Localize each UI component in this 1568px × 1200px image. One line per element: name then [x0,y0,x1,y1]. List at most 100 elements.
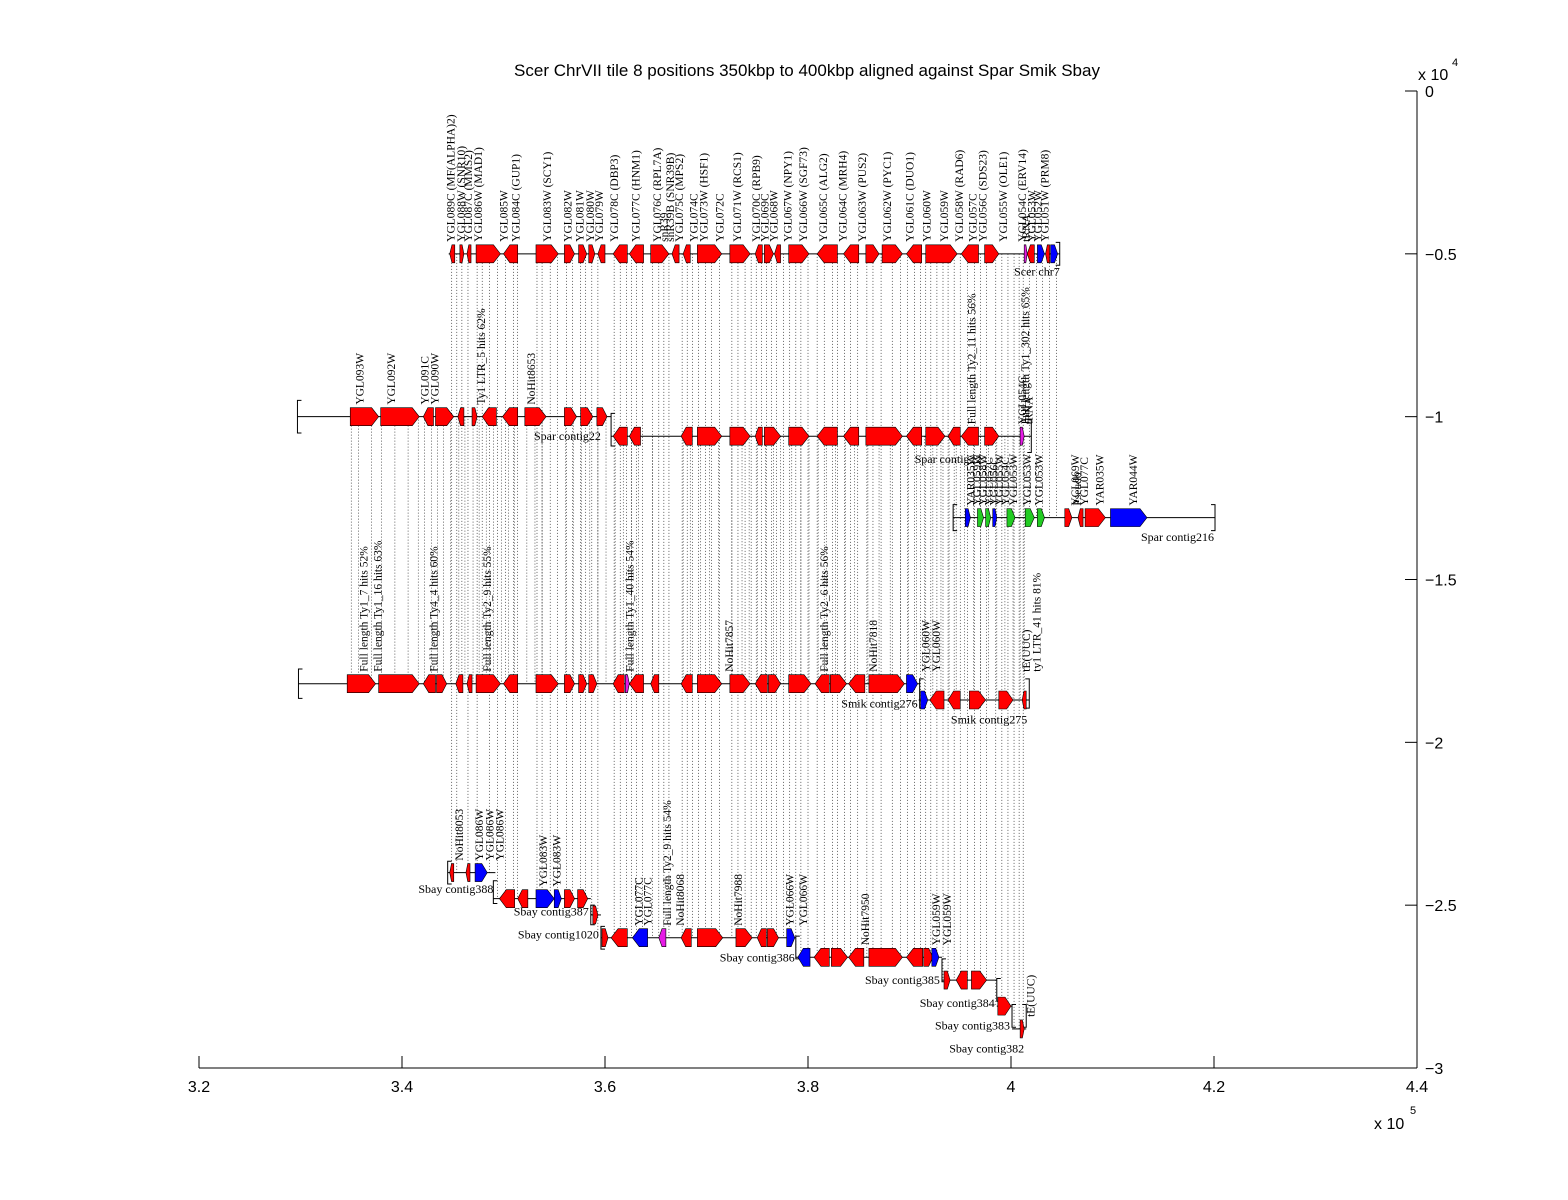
gene-label: YGL054C (ERV14) [1017,149,1029,242]
gene-label: tE(UUC) [1021,629,1033,671]
gene-label: NoHit7988 [733,874,745,926]
gene-label: Full length Ty1_7 hits 52% [358,546,370,672]
contig-end-bracket [297,668,303,699]
gene-label: YGL091C [419,356,431,405]
gene-arrow [596,407,608,426]
gene-arrow [985,508,992,527]
gene-label: YGL063W (PUS2) [857,153,869,242]
gene-arrow [992,508,998,527]
gene-label: YGL085W [499,190,511,242]
gene-arrow [764,244,774,264]
gene-label: YGL086W [474,809,486,861]
gene-label: Pseudo [1072,472,1084,505]
gene-label: snR39B (SNR39B) [665,153,677,242]
gene-label: YGL060W [931,620,943,672]
gene-label: YGL070C (RPB9) [751,155,763,242]
gene-label: YGL086W (MAD1) [473,147,485,242]
gene-label: Full length Ty2_9 hits 55% [482,546,494,672]
gene-arrow [578,674,588,694]
gene-arrow [624,674,630,694]
y-tick-label: −0.5 [1425,247,1457,264]
gene-arrow [517,889,529,908]
gene-arrow [499,889,515,908]
gene-label: YGL074C [688,193,700,242]
gene-arrow [650,244,670,264]
gene-arrow [831,947,848,967]
gene-label: YGL078C (DBP3) [609,154,621,241]
gene-label: YGL066W (SGF73) [798,147,810,242]
gene-label: YGL060W [921,620,933,672]
gene-label: YGL069C [759,193,771,242]
gene-arrow [754,674,768,694]
connector-lines [350,253,1057,1029]
gene-arrow [592,905,599,925]
gene-arrow [349,407,380,426]
gene-label: Ty1 LTR_5 hits 62% [476,308,488,405]
x-tick-label: 3.8 [797,1079,819,1096]
gene-label: Full length Ty2_9 hits 54% [662,800,674,926]
gene-arrow [1021,690,1027,710]
gene-arrow [475,244,501,264]
contig-label: Sbay contig388 [418,882,493,896]
gene-label: NoHit7857 [724,620,736,672]
gene-arrow [610,928,628,948]
gene-arrow [960,244,979,264]
gene-label: ty1 LTR_41 hits 81% [1031,572,1043,671]
x-multiplier: x 10 5 [1374,1105,1416,1133]
gene-label: YGL053W [1033,454,1045,506]
gene-label: YGL092W [386,353,398,405]
gene-arrow [1019,1019,1025,1039]
gene-label: YGL086W [484,809,496,861]
gene-label: NoHit8053 [454,809,466,861]
gene-label: YAR035W [965,454,977,505]
gene-label: YGL060W [922,190,934,242]
gene-arrow [960,426,979,446]
gene-arrow [729,674,751,694]
gene-label: YGL073W (HSF1) [698,153,710,242]
gene-label: YGL086W [494,809,506,861]
gene-label: YCL069W [1070,454,1082,505]
gene-arrow [564,889,575,908]
gene-label: YGL052W [1032,190,1044,242]
y-multiplier-exponent: 4 [1452,57,1458,69]
gene-arrow [984,426,1000,446]
gene-arrow [1064,508,1073,527]
contig-label: Sbay contig383 [935,1019,1010,1033]
gene-arrow [729,426,751,446]
gene-arrow [650,674,660,694]
gene-label: YAR035W [1094,454,1106,505]
gene-label: NoHit7818 [868,620,880,672]
gene-arrow [629,426,641,446]
gene-label: YGL054C [1017,375,1029,424]
gene-arrow [906,244,922,264]
gene-label: YGL066W [798,874,810,926]
gene-label: YGL084C (GUP1) [511,154,523,242]
gene-label: tRNA [1021,214,1033,242]
gene-arrow [577,889,589,908]
gene-label: YGL075C (MPS2) [674,154,686,242]
x-tick-label: 4.4 [1406,1079,1428,1096]
gene-label: YGL067W (NPY1) [783,151,795,242]
gene-arrow [984,244,1000,264]
contig-label: Smik contig276 [841,696,917,710]
gene-arrow [1045,244,1050,264]
gene-arrow [503,674,519,694]
gene-arrow [929,690,945,710]
gene-arrow [865,426,903,446]
gene-arrow [628,244,644,264]
contig-label: Sbay contig1020 [518,927,599,941]
gene-label: YGL082W [562,190,574,242]
x-tick-label: 4 [1007,1079,1016,1096]
contig-label: Sbay contig384 [920,996,995,1010]
gene-arrow [628,674,644,694]
contig-end-bracket [1025,678,1030,709]
gene-arrow [848,947,865,967]
gene-arrow [1050,244,1059,264]
contig-end-bracket [600,925,605,950]
gene-arrow [865,244,880,264]
gene-arrow [346,674,376,694]
gene-arrow [588,674,598,694]
gene-arrow [502,407,519,426]
gene-arrow [729,244,751,264]
gene-arrow [658,928,667,948]
